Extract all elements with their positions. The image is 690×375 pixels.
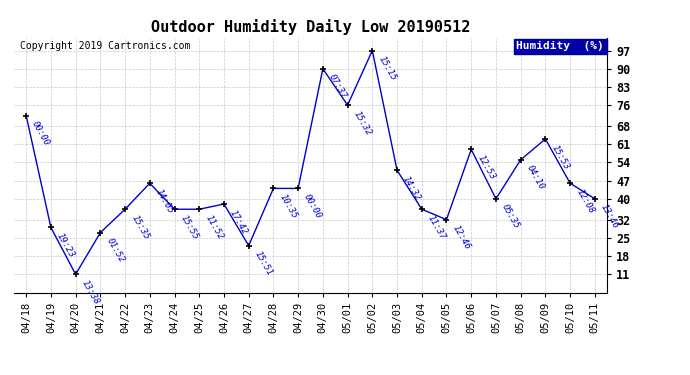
Text: 05:35: 05:35 bbox=[500, 203, 522, 231]
Text: 14:32: 14:32 bbox=[401, 174, 422, 202]
Text: Humidity  (%): Humidity (%) bbox=[517, 41, 604, 51]
Text: 15:55: 15:55 bbox=[179, 213, 200, 241]
Text: 11:52: 11:52 bbox=[204, 213, 225, 241]
Text: 15:53: 15:53 bbox=[549, 143, 571, 171]
Text: 04:10: 04:10 bbox=[525, 164, 546, 192]
Text: 12:08: 12:08 bbox=[574, 188, 595, 215]
Text: 17:42: 17:42 bbox=[228, 208, 249, 236]
Text: 14:05: 14:05 bbox=[154, 188, 175, 215]
Text: 19:23: 19:23 bbox=[55, 232, 77, 260]
Text: 12:53: 12:53 bbox=[475, 153, 497, 182]
Text: 15:35: 15:35 bbox=[129, 213, 150, 241]
Text: Copyright 2019 Cartronics.com: Copyright 2019 Cartronics.com bbox=[20, 41, 190, 51]
Text: 11:37: 11:37 bbox=[426, 213, 447, 241]
Text: 00:00: 00:00 bbox=[302, 193, 324, 220]
Text: 10:35: 10:35 bbox=[277, 193, 299, 220]
Title: Outdoor Humidity Daily Low 20190512: Outdoor Humidity Daily Low 20190512 bbox=[151, 19, 470, 35]
Text: 12:46: 12:46 bbox=[451, 224, 472, 252]
Text: 13:38: 13:38 bbox=[80, 279, 101, 306]
Text: 15:32: 15:32 bbox=[352, 110, 373, 137]
Text: 01:52: 01:52 bbox=[104, 237, 126, 265]
Text: 15:15: 15:15 bbox=[377, 55, 397, 82]
Text: 13:46: 13:46 bbox=[599, 203, 620, 231]
Text: 15:51: 15:51 bbox=[253, 250, 274, 278]
Text: 07:37: 07:37 bbox=[327, 73, 348, 100]
Text: 00:00: 00:00 bbox=[30, 120, 52, 147]
